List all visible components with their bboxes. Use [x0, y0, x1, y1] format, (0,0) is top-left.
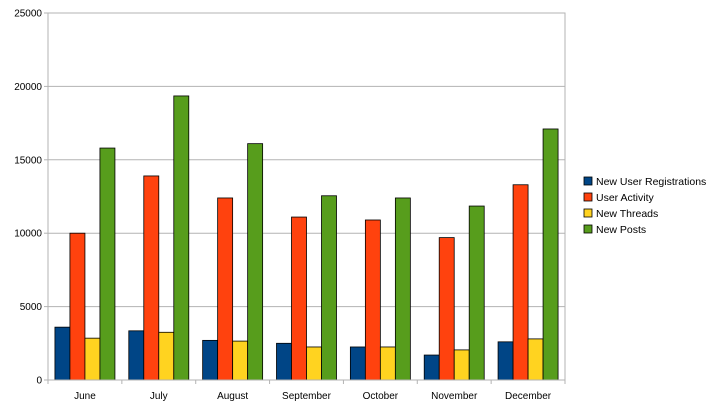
x-tick-label: July [150, 391, 168, 402]
bar-new-posts [542, 128, 559, 381]
bar-new-posts [468, 205, 485, 381]
bar-new-threads [158, 331, 175, 381]
y-tick-label: 25000 [14, 9, 42, 20]
bar-user-activity [217, 197, 234, 381]
bar-new-threads [379, 346, 396, 381]
legend-swatch [583, 224, 593, 234]
bar-user-activity [69, 232, 86, 381]
legend-label: User Activity [596, 192, 655, 204]
y-tick-label: 0 [36, 376, 42, 387]
x-tick-label: September [282, 391, 332, 402]
x-tick-label: October [363, 391, 399, 402]
bar-new-user-registrations [349, 346, 366, 381]
bar-new-user-registrations [54, 326, 71, 381]
y-tick-label: 5000 [20, 302, 43, 313]
y-tick-label: 20000 [14, 82, 42, 93]
bar-new-threads [84, 337, 101, 381]
bar-user-activity [143, 175, 160, 381]
bar-user-activity [438, 237, 455, 381]
bar-new-user-registrations [128, 330, 145, 381]
y-tick-label: 10000 [14, 229, 42, 240]
bar-new-threads [232, 340, 249, 381]
legend-swatch [583, 208, 593, 218]
bar-new-posts [394, 197, 411, 381]
legend-label: New Posts [596, 224, 646, 236]
bar-new-user-registrations [497, 341, 514, 381]
bar-new-user-registrations [423, 354, 440, 381]
x-tick-label: December [505, 391, 552, 402]
bar-new-threads [306, 346, 322, 381]
legend-label: New User Registrations [596, 176, 706, 188]
legend-label: New Threads [596, 208, 658, 220]
legend-swatch [583, 176, 593, 186]
legend-swatch [583, 192, 593, 202]
bar-new-posts [321, 195, 337, 381]
bar-new-user-registrations [202, 339, 219, 381]
x-tick-label: June [74, 391, 96, 402]
bar-new-user-registrations [276, 342, 292, 381]
bar-new-posts [99, 147, 116, 381]
y-tick-label: 15000 [14, 155, 42, 166]
bar-new-posts [247, 143, 264, 381]
bar-user-activity [291, 216, 307, 381]
x-tick-label: August [217, 391, 248, 402]
x-tick-label: November [431, 391, 478, 402]
bar-user-activity [364, 219, 381, 381]
bar-new-threads [453, 349, 470, 381]
bar-new-threads [527, 338, 544, 381]
bar-user-activity [512, 184, 529, 381]
bar-new-posts [173, 95, 190, 381]
